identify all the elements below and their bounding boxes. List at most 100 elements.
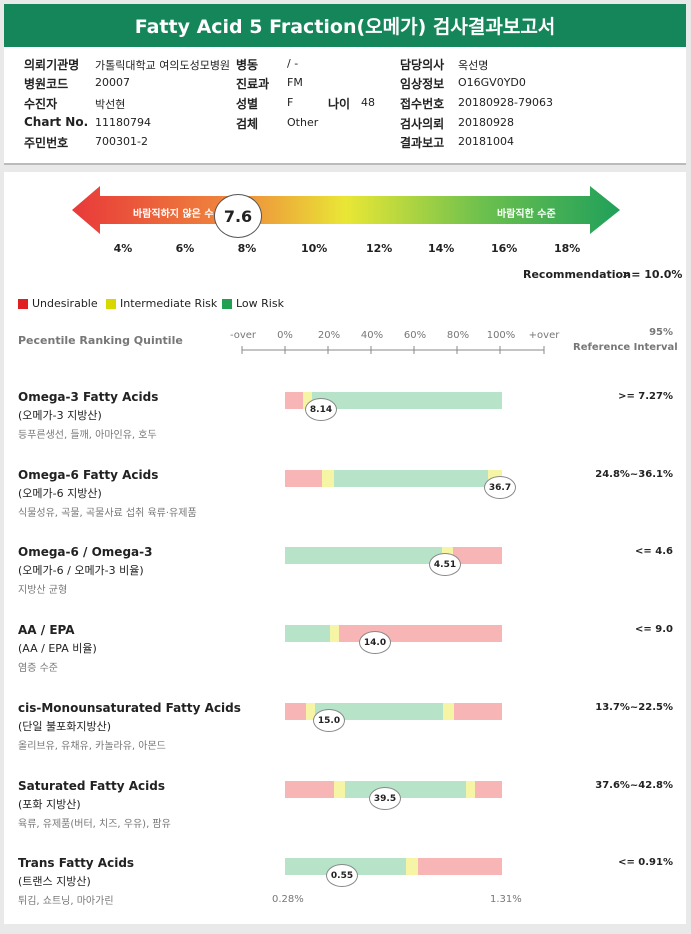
bar-segment (285, 547, 442, 564)
row-foods: 올리브유, 유채유, 카놀라유, 아몬드 (18, 741, 166, 752)
info-label: 임상정보 (400, 77, 445, 91)
row-korean: (AA / EPA 비율) (18, 642, 97, 655)
index-scale-label: 14% (428, 242, 455, 255)
info-value: 48 (361, 96, 375, 109)
result-marker: 0.55 (326, 864, 358, 887)
reference-value: 37.6%~42.8% (595, 780, 673, 791)
row-name: Omega-6 Fatty Acids (18, 468, 159, 482)
info-value: 20180928-79063 (458, 96, 553, 109)
reference-value: <= 0.91% (618, 857, 673, 868)
bar-segment (285, 781, 334, 798)
bar-segment (315, 703, 443, 720)
index-scale-label: 16% (491, 242, 518, 255)
row-korean: (오메가-6 / 오메가-3 비율) (18, 564, 144, 577)
info-label: 성별 (236, 97, 259, 111)
info-label: 검사의뢰 (400, 117, 445, 131)
info-label: 결과보고 (400, 136, 445, 150)
bar-segment (443, 703, 454, 720)
bar-segment (285, 470, 322, 487)
bar-segment (285, 625, 330, 642)
info-value: Other (287, 116, 319, 129)
info-label: Chart No. (24, 115, 89, 129)
index-marker: 7.6 (214, 194, 262, 238)
index-scale-label: 10% (301, 242, 328, 255)
info-value: F (287, 96, 294, 109)
info-value: 옥선명 (458, 59, 489, 72)
quintile-scale-label: 20% (317, 330, 341, 341)
info-label: 접수번호 (400, 97, 445, 111)
result-marker: 15.0 (313, 709, 345, 732)
low-label: 바람직하지 않은 수 (133, 209, 214, 220)
info-label: 나이 (328, 97, 351, 111)
index-scale-label: 18% (554, 242, 581, 255)
row-foods: 육류, 유제품(버터, 치즈, 우유), 팜유 (18, 819, 171, 830)
bar-segment (330, 625, 339, 642)
info-value: O16GV0YD0 (458, 76, 526, 89)
info-value: 11180794 (95, 116, 151, 129)
info-panel (4, 47, 686, 165)
row-name: Omega-6 / Omega-3 (18, 545, 153, 559)
row-foods: 식물성유, 곡물, 곡물사료 섭취 육류·유제품 (18, 508, 197, 519)
bar-segment (285, 392, 303, 409)
info-value: 박선현 (95, 98, 126, 111)
row-korean: (트랜스 지방산) (18, 875, 91, 888)
quintile-scale-label: 40% (360, 330, 384, 341)
info-value: 700301-2 (95, 135, 148, 148)
recommendation-label: Recommendation (523, 268, 631, 281)
info-value: 20180928 (458, 116, 514, 129)
quintile-scale-label: -over (229, 330, 257, 341)
quintile-scale-label: +over (528, 330, 560, 341)
row-korean: (포화 지방산) (18, 798, 81, 811)
row-korean: (오메가-3 지방산) (18, 409, 102, 422)
legend-label: Low Risk (236, 297, 284, 310)
legend-swatch (106, 299, 116, 309)
info-value: 20181004 (458, 135, 514, 148)
result-marker: 14.0 (359, 631, 391, 654)
info-value: / - (287, 57, 299, 70)
high-label: 바람직한 수준 (497, 209, 556, 220)
bar-segment (303, 392, 312, 409)
bar-segment (454, 703, 502, 720)
quintile-scale-label: 100% (486, 330, 516, 341)
arrow-shape (72, 186, 620, 234)
info-value: FM (287, 76, 303, 89)
legend-swatch (222, 299, 232, 309)
bar-segment (306, 703, 315, 720)
info-value: 가톨릭대학교 여의도성모병원 (95, 59, 231, 72)
quintile-scale-label: 80% (446, 330, 470, 341)
row-name: Omega-3 Fatty Acids (18, 390, 159, 404)
legend-label: Undesirable (32, 297, 98, 310)
reference-value: 24.8%~36.1% (595, 469, 673, 480)
bar-segment (466, 781, 475, 798)
report-title: Fatty Acid 5 Fraction(오메가) 검사결과보고서 (4, 4, 686, 47)
row-name: Saturated Fatty Acids (18, 779, 165, 793)
result-marker: 39.5 (369, 787, 401, 810)
row-name: Trans Fatty Acids (18, 856, 135, 870)
row-korean: (오메가-6 지방산) (18, 487, 102, 500)
quintile-label: Pecentile Ranking Quintile (18, 334, 183, 347)
info-label: 검체 (236, 117, 259, 131)
bar-segment (322, 470, 334, 487)
bar-segment (345, 781, 466, 798)
index-scale-label: 6% (175, 242, 195, 255)
quintile-scale-label: 60% (403, 330, 427, 341)
reference-value: <= 4.6 (635, 546, 673, 557)
range-low: 0.28% (272, 894, 304, 905)
legend-label: Intermediate Risk (120, 297, 218, 310)
reference-value: >= 7.27% (618, 391, 673, 402)
range-high: 1.31% (490, 894, 522, 905)
bar-segment (406, 858, 418, 875)
bar-segment (312, 392, 502, 409)
info-label: 의뢰기관명 (24, 58, 80, 72)
info-value: 20007 (95, 76, 130, 89)
quintile-scale-label: 0% (277, 330, 293, 341)
bar-segment (475, 781, 502, 798)
interval-label: 95% (649, 327, 673, 338)
info-label: 주민번호 (24, 136, 69, 150)
bar-segment (334, 470, 488, 487)
bar-segment (285, 703, 306, 720)
info-label: 담당의사 (400, 58, 445, 72)
result-marker: 4.51 (429, 553, 461, 576)
row-foods: 지방산 균형 (18, 585, 68, 596)
